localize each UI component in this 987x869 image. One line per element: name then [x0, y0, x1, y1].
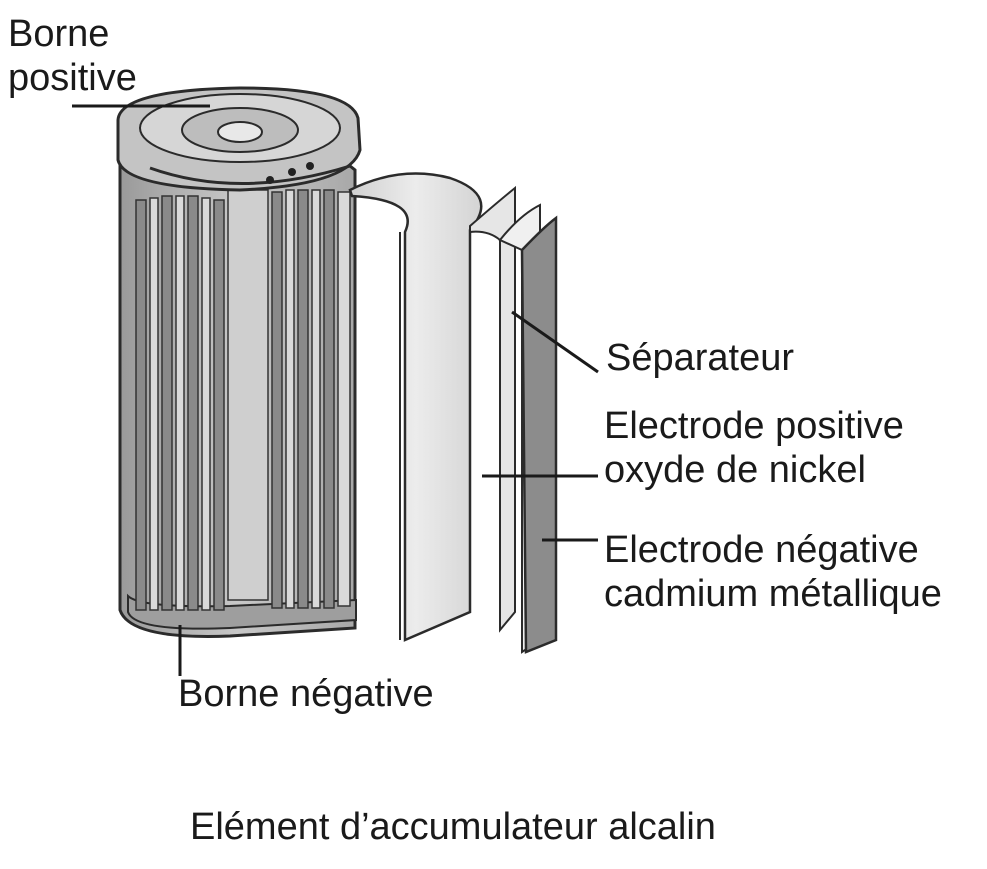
label-borne-positive: Borne positive — [8, 12, 137, 100]
label-electrode-positive-line2: oxyde de nickel — [604, 449, 866, 491]
label-electrode-negative-line2: cadmium métallique — [604, 573, 942, 615]
figure-caption: Elément d’accumulateur alcalin — [190, 806, 716, 848]
label-electrode-positive: Electrode positive oxyde de nickel — [604, 404, 904, 492]
unrolled-sheets — [348, 172, 558, 654]
electrode-roll — [135, 189, 351, 611]
negative-electrode-sheet — [520, 215, 558, 654]
separator-sheet — [469, 185, 516, 633]
label-separateur: Séparateur — [606, 337, 795, 379]
label-electrode-positive-line1: Electrode positive — [604, 405, 904, 447]
label-borne-positive-line1: Borne — [8, 13, 110, 55]
label-electrode-negative: Electrode négative cadmium métallique — [604, 528, 942, 616]
label-borne-positive-line2: positive — [8, 57, 137, 99]
positive-electrode-sheet — [348, 172, 483, 642]
label-borne-negative: Borne négative — [178, 673, 434, 715]
top-cap — [116, 86, 362, 192]
label-electrode-negative-line1: Electrode négative — [604, 529, 919, 571]
leader-separateur — [511, 310, 599, 374]
leader-lines — [72, 104, 599, 676]
